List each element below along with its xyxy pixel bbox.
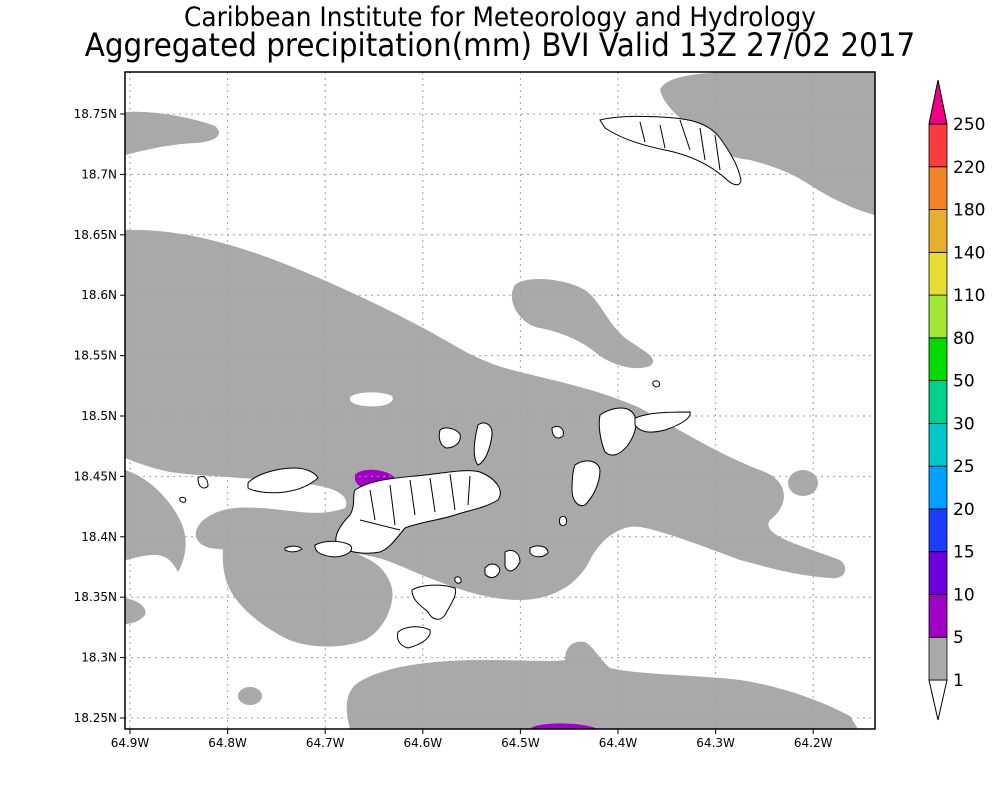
lat-tick-label: 18.6N xyxy=(81,288,117,302)
lon-tick-label: 64.8W xyxy=(208,736,247,750)
island-west xyxy=(247,467,319,494)
lon-tick-label: 64.7W xyxy=(306,736,345,750)
lon-tick-label: 64.9W xyxy=(111,736,150,750)
island-speck-3 xyxy=(652,380,660,388)
precip-area-central xyxy=(511,278,654,369)
chart-title: Caribbean Institute for Meteorology and … xyxy=(184,2,816,33)
precip-area-northwest xyxy=(125,111,219,155)
island-virgin-gorda xyxy=(598,407,637,456)
legend-level-label: 220 xyxy=(953,158,985,178)
legend-swatch xyxy=(928,337,948,382)
longitude-axis: 64.9W 64.8W 64.7W 64.6W 64.5W 64.4W 64.3W 64.2W xyxy=(111,729,833,750)
lat-tick-label: 18.35N xyxy=(74,590,117,604)
island-tortola-detail xyxy=(359,473,471,531)
precip-area-spot-sw xyxy=(238,687,262,705)
legend-level-label: 5 xyxy=(953,628,964,648)
island-round-rock xyxy=(529,545,549,558)
legend-swatch xyxy=(928,251,948,296)
precip-area-west-edge xyxy=(125,598,146,624)
legend-swatch xyxy=(928,166,948,210)
legend-swatch xyxy=(928,123,948,168)
island-outlines xyxy=(179,115,742,649)
island-ginger xyxy=(504,549,521,572)
lon-tick-label: 64.2W xyxy=(794,736,833,750)
island-speck-4 xyxy=(454,576,462,584)
precip-area-main xyxy=(125,229,846,601)
precip-heavy-south xyxy=(530,723,598,729)
lat-tick-label: 18.45N xyxy=(74,469,117,483)
legend-swatch xyxy=(928,508,948,553)
legend-level-label: 20 xyxy=(953,500,975,520)
lat-tick-label: 18.5N xyxy=(81,409,117,423)
legend-level-label: 110 xyxy=(953,286,985,306)
lat-tick-label: 18.4N xyxy=(81,530,117,544)
map-frame xyxy=(124,71,876,730)
island-cooper xyxy=(484,563,501,578)
legend-swatch xyxy=(928,380,948,424)
legend-swatch xyxy=(928,679,948,721)
latitude-axis: 18.75N 18.7N 18.65N 18.6N 18.55N 18.5N 18.45N 1… xyxy=(74,107,125,725)
island-fallen-jerusalem xyxy=(559,515,567,527)
legend-swatch xyxy=(928,422,948,467)
island-norman xyxy=(411,584,457,620)
precip-area-left xyxy=(125,470,186,572)
legend-swatch xyxy=(928,551,948,595)
lon-tick-label: 64.5W xyxy=(501,736,540,750)
island-beef xyxy=(473,422,493,466)
lat-tick-label: 18.7N xyxy=(81,167,117,181)
lat-tick-label: 18.25N xyxy=(74,711,117,725)
lon-tick-label: 64.3W xyxy=(696,736,735,750)
precip-area-northeast xyxy=(660,72,875,215)
island-small-mid xyxy=(551,425,564,439)
lat-tick-label: 18.75N xyxy=(74,107,117,121)
island-north xyxy=(599,115,742,186)
island-speck-1 xyxy=(197,475,209,489)
legend-swatch xyxy=(928,79,948,125)
legend-swatch xyxy=(928,294,948,339)
island-virgin-gorda-east xyxy=(634,411,691,433)
chart-subtitle: Aggregated precipitation(mm) BVI Valid 1… xyxy=(84,26,916,64)
legend-level-label: 10 xyxy=(953,585,975,605)
legend-swatch xyxy=(928,465,948,510)
legend-level-label: 15 xyxy=(953,543,975,563)
legend-level-label: 30 xyxy=(953,414,975,434)
island-southwest xyxy=(314,540,353,558)
legend-swatch xyxy=(928,209,948,253)
island-north-detail xyxy=(639,119,721,171)
legend-level-label: 1 xyxy=(953,671,964,691)
grid-lines xyxy=(125,72,875,729)
lat-tick-label: 18.55N xyxy=(74,349,117,363)
legend-level-label: 250 xyxy=(953,115,985,135)
island-guana xyxy=(438,427,461,449)
lon-tick-label: 64.6W xyxy=(404,736,443,750)
island-west-small xyxy=(284,545,303,553)
legend-swatch xyxy=(928,636,948,681)
legend-swatch xyxy=(928,594,948,638)
island-virgin-gorda-south xyxy=(571,460,601,507)
legend-level-label: 80 xyxy=(953,329,975,349)
legend-level-label: 140 xyxy=(953,243,985,263)
precipitation-field xyxy=(125,72,875,729)
lon-tick-label: 64.4W xyxy=(599,736,638,750)
legend-level-label: 25 xyxy=(953,457,975,477)
legend-level-label: 180 xyxy=(953,201,985,221)
lat-tick-label: 18.3N xyxy=(81,651,117,665)
island-peter xyxy=(397,626,431,649)
lat-tick-label: 18.65N xyxy=(74,228,117,242)
precip-area-bottom xyxy=(346,641,858,729)
island-tortola xyxy=(335,470,501,554)
legend-level-label: 50 xyxy=(953,372,975,392)
island-speck-2 xyxy=(179,496,187,503)
